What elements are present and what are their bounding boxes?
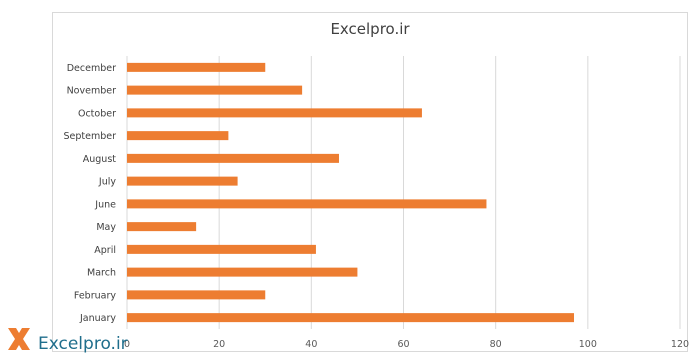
category-label: May <box>96 222 116 233</box>
category-label: September <box>63 131 116 142</box>
bar-september <box>127 131 229 141</box>
category-label: February <box>74 290 116 301</box>
category-label: December <box>67 63 116 74</box>
x-tick-label: 0 <box>124 339 130 350</box>
bar-april <box>127 244 316 254</box>
bar-january <box>127 313 575 323</box>
bar-december <box>127 62 266 72</box>
bar-october <box>127 108 422 118</box>
category-label: October <box>78 108 116 119</box>
bar-august <box>127 153 339 163</box>
watermark-text: Excelpro.ir <box>38 334 128 354</box>
bar-november <box>127 85 303 95</box>
bar-may <box>127 222 197 232</box>
watermark: Excelpro.ir <box>4 322 128 356</box>
bar-june <box>127 199 487 209</box>
x-tick-label: 20 <box>213 339 225 350</box>
category-label: January <box>79 313 116 324</box>
category-label: June <box>94 199 116 210</box>
bar-july <box>127 176 238 186</box>
category-label: March <box>87 268 116 279</box>
x-tick-label: 100 <box>579 339 597 350</box>
category-label: November <box>67 86 117 97</box>
x-tick-label: 60 <box>397 339 409 350</box>
x-tick-label: 80 <box>490 339 502 350</box>
x-tick-label: 120 <box>671 339 689 350</box>
bar-february <box>127 290 266 300</box>
chart-title: Excelpro.ir <box>330 20 410 38</box>
category-label: April <box>94 245 116 256</box>
category-label: July <box>98 177 116 188</box>
x-tick-label: 40 <box>305 339 317 350</box>
bar-march <box>127 267 358 277</box>
excel-logo-icon <box>8 328 30 350</box>
category-label: August <box>83 154 117 165</box>
